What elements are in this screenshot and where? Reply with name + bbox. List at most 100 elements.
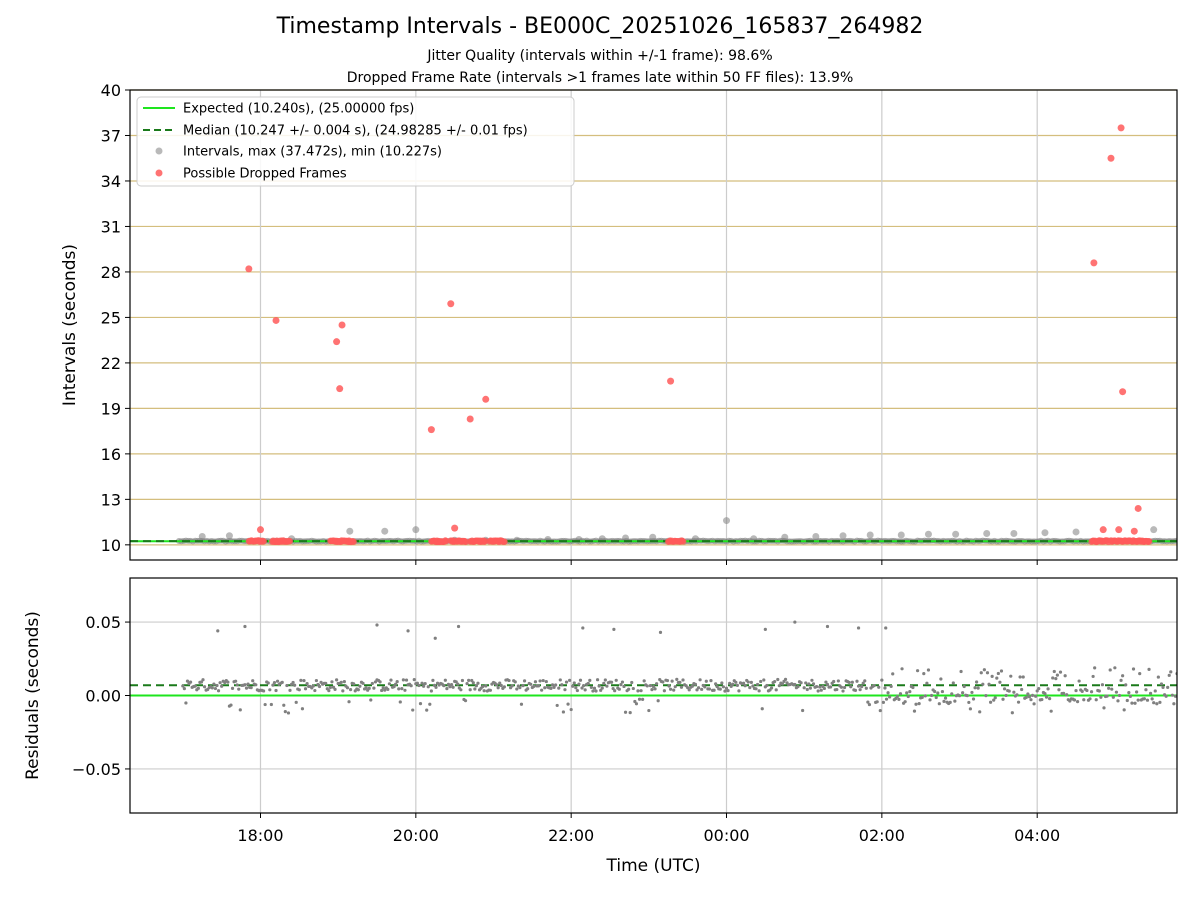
interval-point [198,533,206,540]
residual-point [1156,675,1160,679]
residual-point [939,677,943,681]
residual-point [425,708,429,712]
residual-point [914,702,918,706]
residual-point [335,678,339,682]
residual-point [878,708,882,713]
residual-point [929,693,934,698]
residual-point [550,683,555,687]
residual-point [519,702,524,706]
interval-point [1072,528,1080,536]
residual-point [496,686,500,690]
residual-point [987,682,991,686]
residual-point [605,684,609,688]
residual-point [1133,701,1137,705]
residual-point [967,700,971,705]
residual-point [1170,693,1174,697]
residual-point [912,709,917,713]
residual-point [884,697,889,701]
residual-point [417,683,421,688]
residual-point [825,682,830,687]
residual-point [380,688,384,693]
residual-point [645,684,649,688]
residual-point [687,688,691,692]
residual-point [1075,700,1080,704]
residual-point [572,681,576,685]
residual-point [735,683,739,687]
residual-point [737,689,741,693]
residual-point [342,680,346,684]
residual-point [1063,674,1067,678]
residual-point [970,690,974,695]
dropped-frame-point [1115,526,1123,534]
residual-point [849,685,853,689]
residual-point [507,678,511,683]
residual-point [675,677,679,681]
residual-point [589,685,593,689]
residual-point [953,699,957,703]
residual-point [286,711,291,715]
residual-point [940,689,945,694]
residual-point [291,680,295,685]
residual-point [985,671,990,675]
residual-point [586,681,590,686]
residual-point [581,626,585,630]
residual-point [911,685,915,690]
residual-point [445,687,449,691]
dropped-frame-point [1099,526,1107,534]
residual-point [872,684,876,688]
residual-point [658,630,663,634]
residual-point [793,682,797,687]
residual-point [642,679,646,683]
residual-point [617,687,621,691]
residual-point [406,629,410,633]
residual-point [188,680,193,684]
residual-point [387,682,392,686]
residual-point [1074,688,1078,693]
residual-point [1009,674,1013,678]
interval-point [225,532,233,540]
residual-point [426,685,430,689]
residual-point [544,679,548,684]
residual-point [856,626,861,630]
residual-point [280,680,284,684]
dropped-frame-point [1145,537,1153,545]
residual-point [294,700,298,704]
residual-point [538,679,542,683]
residual-point [561,710,566,714]
residual-point [540,688,544,692]
residual-point [193,684,197,688]
residual-point [637,697,642,701]
residual-point [459,688,463,692]
residual-point [776,677,780,682]
residual-point [1043,691,1047,696]
residual-point [1091,674,1095,679]
intervals-panel: 10 13 16 19 22 25 28 31 34 37 40 Intervals (seconds… [60,81,1178,565]
interval-point [839,532,847,540]
residual-point [482,689,486,693]
residual-point [1027,695,1032,699]
residual-point [456,682,460,686]
residual-point [442,684,446,688]
y-tick-label: −0.05 [72,760,121,779]
residual-point [661,680,665,684]
residual-point [1158,700,1162,704]
residual-point [718,687,722,691]
residual-point [962,684,966,689]
residual-point [880,678,884,682]
residual-point [836,679,840,683]
residual-point [1024,695,1028,700]
residual-point [574,686,578,690]
residual-point [1099,695,1103,699]
legend-dropped-swatch [155,169,163,177]
dropped-frame-point [1134,504,1142,512]
residual-point [670,679,674,683]
residual-point [763,627,767,632]
residual-point [451,685,455,689]
y-tick-label: 28 [101,263,121,282]
residual-point [476,681,480,685]
residual-point [802,686,806,690]
residual-point [463,699,468,703]
residual-point [864,686,868,690]
legend-label: Possible Dropped Frames [183,167,347,182]
residual-point [356,688,360,692]
